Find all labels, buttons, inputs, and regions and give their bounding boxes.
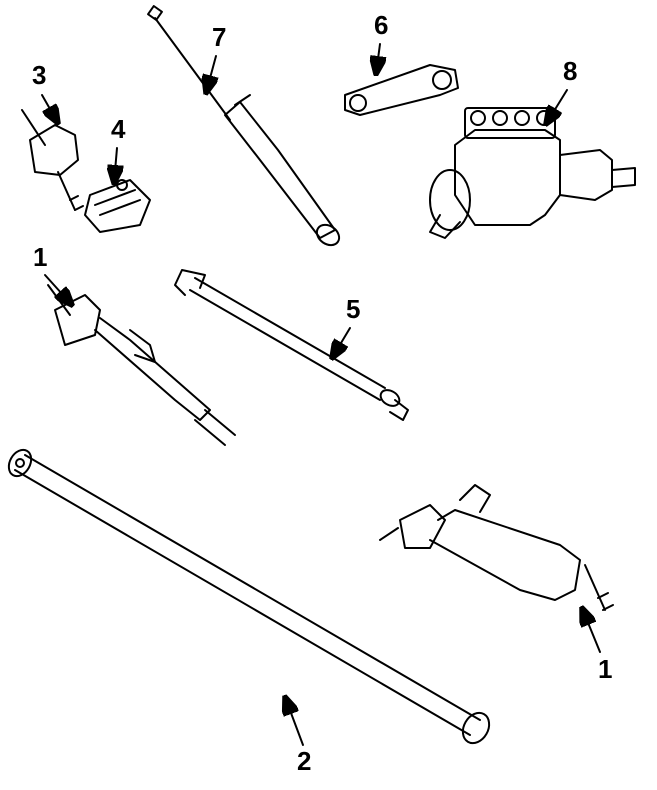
- parts-diagram: 1 2 3 4 5 6 7 8 1: [0, 0, 657, 790]
- part-1-lower: [380, 485, 613, 610]
- callout-3: 3: [32, 62, 46, 88]
- part-6: [345, 65, 458, 115]
- callout-2: 2: [297, 748, 311, 774]
- part-1-upper: [48, 285, 235, 445]
- part-3: [22, 110, 83, 210]
- part-7: [148, 6, 343, 249]
- callout-1b: 1: [598, 656, 612, 682]
- callout-1a: 1: [33, 244, 47, 270]
- callout-5: 5: [346, 296, 360, 322]
- callout-8: 8: [563, 58, 577, 84]
- callout-arrows: [42, 44, 600, 745]
- part-2: [4, 446, 494, 748]
- part-5: [175, 270, 408, 420]
- callout-6: 6: [374, 12, 388, 38]
- part-8: [430, 108, 635, 238]
- callout-7: 7: [212, 24, 226, 50]
- callout-4: 4: [111, 116, 125, 142]
- part-4: [85, 180, 150, 232]
- diagram-svg: [0, 0, 657, 790]
